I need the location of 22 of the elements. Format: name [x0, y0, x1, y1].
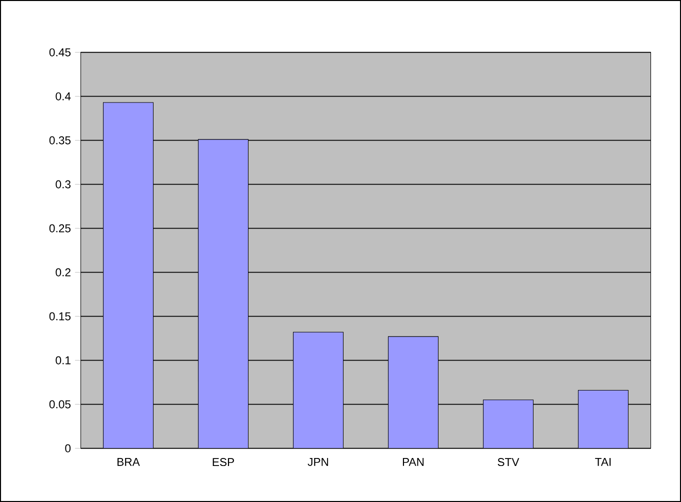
bar — [482, 400, 534, 448]
y-tick-label: 0.35 — [49, 136, 71, 144]
y-tick-label: 0 — [65, 444, 71, 452]
x-tick-label: JPN — [308, 458, 328, 466]
x-tick-label: TAI — [595, 458, 611, 466]
y-tick-label: 0.4 — [56, 92, 71, 100]
y-tick-label: 0.1 — [56, 356, 70, 364]
bar — [102, 102, 154, 448]
bar — [388, 336, 439, 448]
x-tick-label: ESP — [212, 458, 234, 466]
x-tick-label: STV — [498, 458, 520, 466]
bar — [292, 332, 344, 448]
x-tick-label: PAN — [402, 458, 424, 466]
y-tick-label: 0.45 — [49, 48, 71, 56]
x-tick-label: BRA — [118, 458, 140, 466]
y-tick-label: 0.3 — [56, 180, 71, 188]
bar — [198, 139, 249, 448]
bar — [578, 390, 629, 448]
y-tick-label: 0.15 — [49, 312, 71, 320]
y-tick-label: 0.2 — [56, 268, 70, 276]
y-tick-label: 0.05 — [49, 400, 71, 408]
y-tick-label: 0.25 — [49, 224, 71, 232]
